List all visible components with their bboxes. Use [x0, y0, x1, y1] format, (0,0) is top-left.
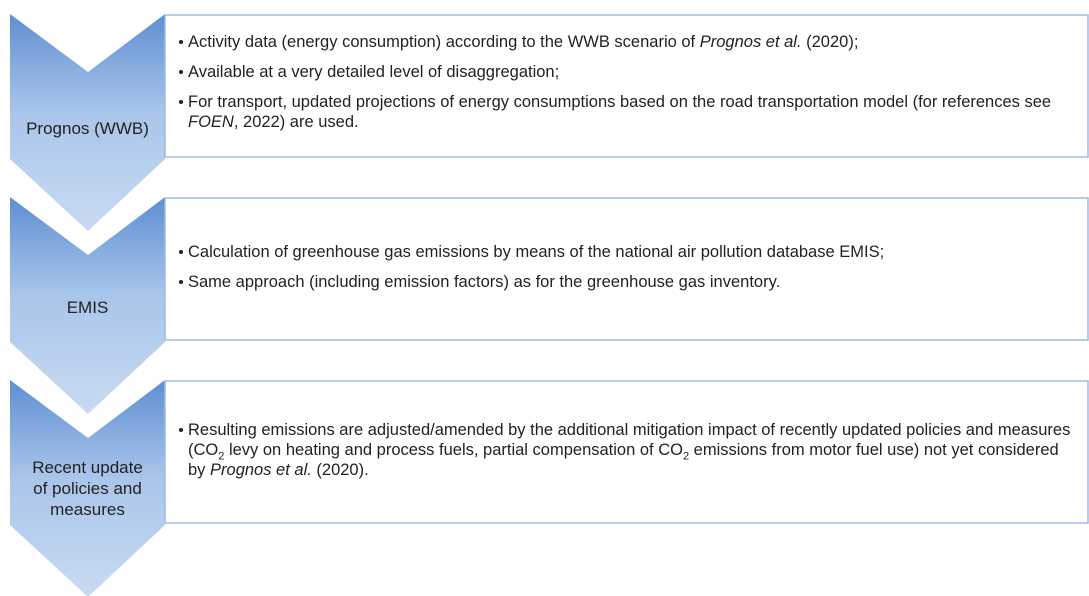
- bullet-dot: [179, 40, 183, 44]
- label-line: Recent update: [32, 458, 143, 477]
- bullet-list: Activity data (energy consumption) accor…: [178, 32, 1078, 142]
- label-line: Prognos (WWB): [26, 119, 149, 138]
- bullet-text: Available at a very detailed level of di…: [188, 63, 560, 81]
- step-box: [164, 197, 1089, 341]
- step-label: Recent update of policies and measures: [10, 457, 165, 520]
- bullet-text: , 2022) are used.: [233, 113, 359, 131]
- bullet: Calculation of greenhouse gas emissions …: [178, 242, 1078, 262]
- bullet-dot: [179, 70, 183, 74]
- bullet-text: Activity data (energy consumption) accor…: [188, 33, 700, 51]
- bullet: Activity data (energy consumption) accor…: [178, 32, 1078, 52]
- bullet: Resulting emissions are adjusted/amended…: [178, 420, 1078, 480]
- bullet-text: (2020).: [311, 461, 369, 479]
- bullet-dot: [179, 280, 183, 284]
- bullet-dot: [179, 100, 183, 104]
- label-line: EMIS: [66, 298, 109, 317]
- step-label: EMIS: [10, 297, 165, 318]
- step-label: Prognos (WWB): [10, 118, 165, 139]
- chevron: [10, 197, 165, 414]
- bullet-text: Prognos et al.: [699, 33, 802, 51]
- bullet-text: levy on heating and process fuels, parti…: [224, 441, 683, 459]
- step-box: [164, 380, 1089, 524]
- bullet-text: 2: [218, 450, 225, 463]
- bullet-dot: [179, 250, 183, 254]
- bullet-text: Calculation of greenhouse gas emissions …: [188, 243, 885, 261]
- bullet-text: Prognos et al.: [210, 461, 312, 479]
- bullet: Available at a very detailed level of di…: [178, 62, 1078, 82]
- bullet-text: 2: [682, 450, 690, 463]
- bullet-text: Same approach (including emission factor…: [188, 273, 781, 291]
- bullet: Same approach (including emission factor…: [178, 272, 1078, 292]
- bullet-text: For transport, updated projections of en…: [188, 93, 1052, 111]
- bullet-list: Calculation of greenhouse gas emissions …: [178, 242, 1078, 302]
- bullet-list: Resulting emissions are adjusted/amended…: [178, 420, 1078, 490]
- chevron: [10, 14, 165, 231]
- bullet-text: FOEN: [188, 113, 234, 131]
- bullet-text: (2020);: [801, 33, 859, 51]
- step-box: [164, 14, 1089, 158]
- bullet: For transport, updated projections of en…: [178, 92, 1078, 132]
- bullet-text: emissions from motor fuel use) not yet c…: [188, 441, 1059, 479]
- bullet-text: Resulting emissions are adjusted/amended…: [188, 421, 1071, 459]
- label-line: of policies and: [33, 479, 142, 498]
- label-line: measures: [50, 500, 125, 519]
- bullet-dot: [179, 428, 183, 432]
- chevron: [10, 380, 165, 596]
